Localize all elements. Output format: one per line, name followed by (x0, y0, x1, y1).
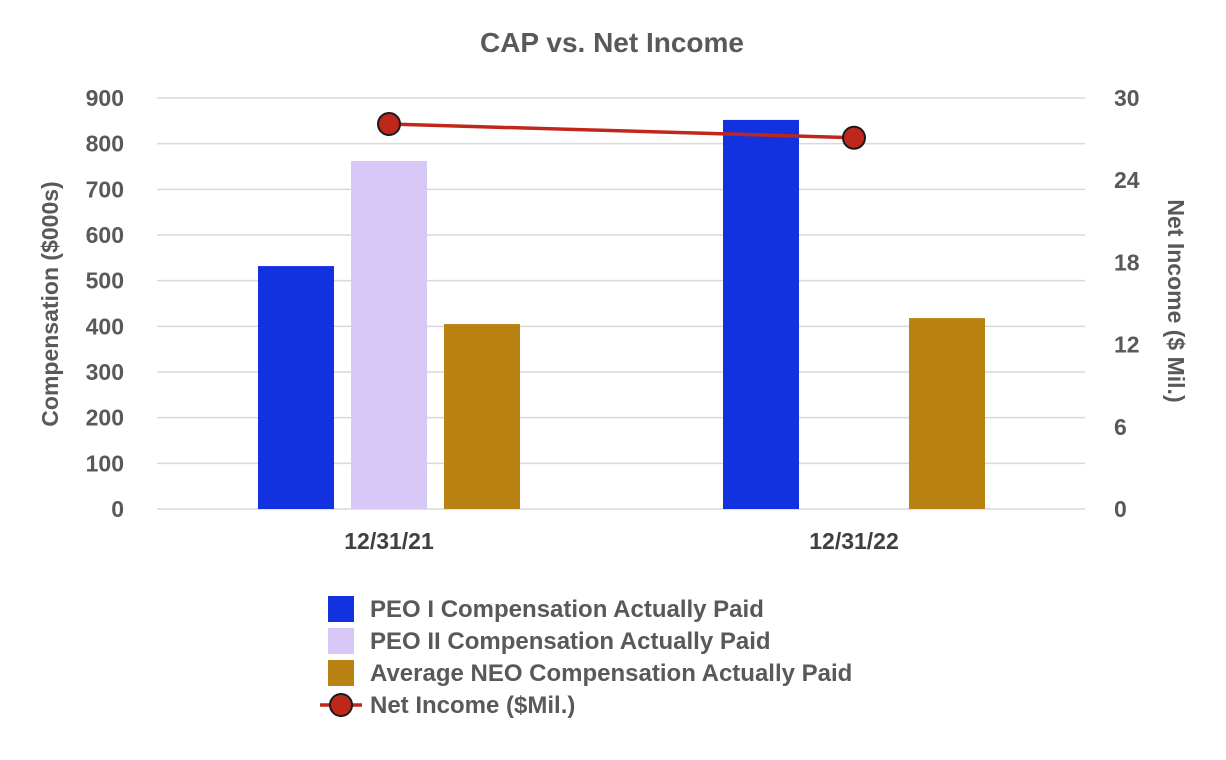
left-axis-tick-label: 500 (86, 268, 124, 294)
left-axis-tick-label: 0 (111, 496, 124, 522)
right-axis-tick-label: 12 (1114, 332, 1140, 358)
left-axis-tick-label: 900 (86, 85, 124, 111)
legend-marker (329, 693, 353, 717)
x-axis-category-label: 12/31/22 (809, 528, 899, 554)
left-axis-tick-label: 300 (86, 359, 124, 385)
left-axis-title: Compensation ($000s) (37, 181, 63, 426)
x-axis-category-label: 12/31/21 (344, 528, 434, 554)
right-axis-tick-label: 0 (1114, 496, 1127, 522)
legend-swatch (328, 628, 354, 654)
left-axis-tick-label: 800 (86, 131, 124, 157)
bar (351, 161, 427, 509)
legend-label: PEO II Compensation Actually Paid (370, 628, 771, 655)
legend: PEO I Compensation Actually Paid PEO II C… (320, 596, 852, 719)
left-axis-tick-label: 700 (86, 176, 124, 202)
legend-label: Average NEO Compensation Actually Paid (370, 660, 852, 687)
right-axis-ticks: 0 6 12 18 24 30 (1114, 85, 1140, 522)
right-axis-tick-label: 6 (1114, 414, 1127, 440)
chart-title: CAP vs. Net Income (480, 27, 744, 58)
bar-series (258, 119, 985, 510)
legend-label: Net Income ($Mil.) (370, 692, 575, 719)
net-income-point (842, 125, 866, 150)
left-axis-tick-label: 100 (86, 450, 124, 476)
right-axis-tick-label: 30 (1114, 85, 1140, 111)
legend-label: PEO I Compensation Actually Paid (370, 596, 764, 623)
bar (444, 324, 520, 509)
right-axis-tick-label: 24 (1114, 167, 1140, 193)
bar (723, 119, 799, 510)
left-axis-tick-label: 400 (86, 313, 124, 339)
legend-swatch (328, 596, 354, 622)
bar (909, 318, 985, 509)
right-axis-title: Net Income ($ Mil.) (1163, 199, 1189, 402)
left-axis-tick-label: 600 (86, 222, 124, 248)
legend-swatch (328, 660, 354, 686)
net-income-point (377, 112, 401, 137)
left-axis-ticks: 0 100 200 300 400 500 600 700 800 900 (86, 85, 124, 522)
net-income-line-path (388, 122, 855, 140)
net-income-line (377, 112, 866, 150)
category-labels: 12/31/21 12/31/22 (344, 528, 899, 554)
left-axis-tick-label: 200 (86, 405, 124, 431)
bar (258, 266, 334, 509)
right-axis-tick-label: 18 (1114, 249, 1140, 275)
